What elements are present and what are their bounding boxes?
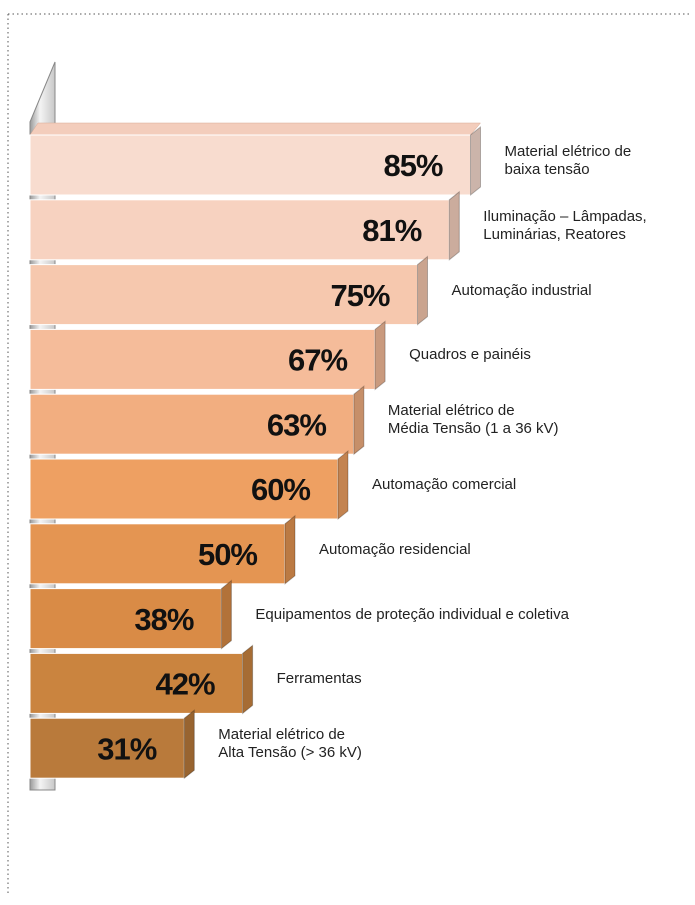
category-label: Material elétrico de Média Tensão (1 a 3… (387, 402, 559, 438)
bar (29, 134, 471, 196)
category-label: Automação residencial (319, 540, 471, 558)
value-label: 67% (288, 343, 347, 378)
bar-side (374, 320, 386, 391)
value-label: 42% (156, 667, 215, 702)
bar-side (220, 579, 232, 650)
bar (29, 523, 286, 585)
category-label: Automação industrial (451, 281, 592, 299)
value-label: 85% (383, 148, 442, 183)
category-label: Material elétrico de Alta Tensão (> 36 k… (218, 726, 362, 762)
bar (29, 717, 185, 779)
bar-side (284, 514, 296, 585)
category-label: Automação comercial (372, 476, 517, 493)
bar-side (353, 385, 365, 456)
bar (29, 328, 376, 390)
value-label: 31% (97, 731, 156, 766)
category-label: Material elétrico de baixa tensão (504, 143, 632, 178)
bar-side (470, 125, 481, 197)
value-label: 63% (267, 407, 326, 442)
bar-side (183, 709, 195, 780)
bar-side (337, 449, 349, 521)
bar (29, 588, 222, 650)
category-label: Quadros e painéis (409, 346, 531, 364)
bar (29, 264, 418, 326)
category-label: Equipamentos de proteção individual e co… (255, 605, 569, 623)
value-label: 38% (134, 602, 193, 637)
bar-side (417, 255, 428, 326)
value-label: 60% (251, 472, 310, 507)
category-label: Ferramentas (276, 670, 362, 688)
bar (29, 199, 450, 261)
bar-side (242, 644, 254, 715)
value-label: 50% (198, 537, 257, 572)
bar-side (448, 190, 460, 261)
bar (29, 652, 244, 714)
bar-top (29, 122, 482, 136)
value-label: 75% (330, 278, 389, 313)
category-label: Iluminação – Lâmpadas, Luminárias, Reato… (483, 207, 647, 243)
value-label: 81% (362, 213, 421, 248)
